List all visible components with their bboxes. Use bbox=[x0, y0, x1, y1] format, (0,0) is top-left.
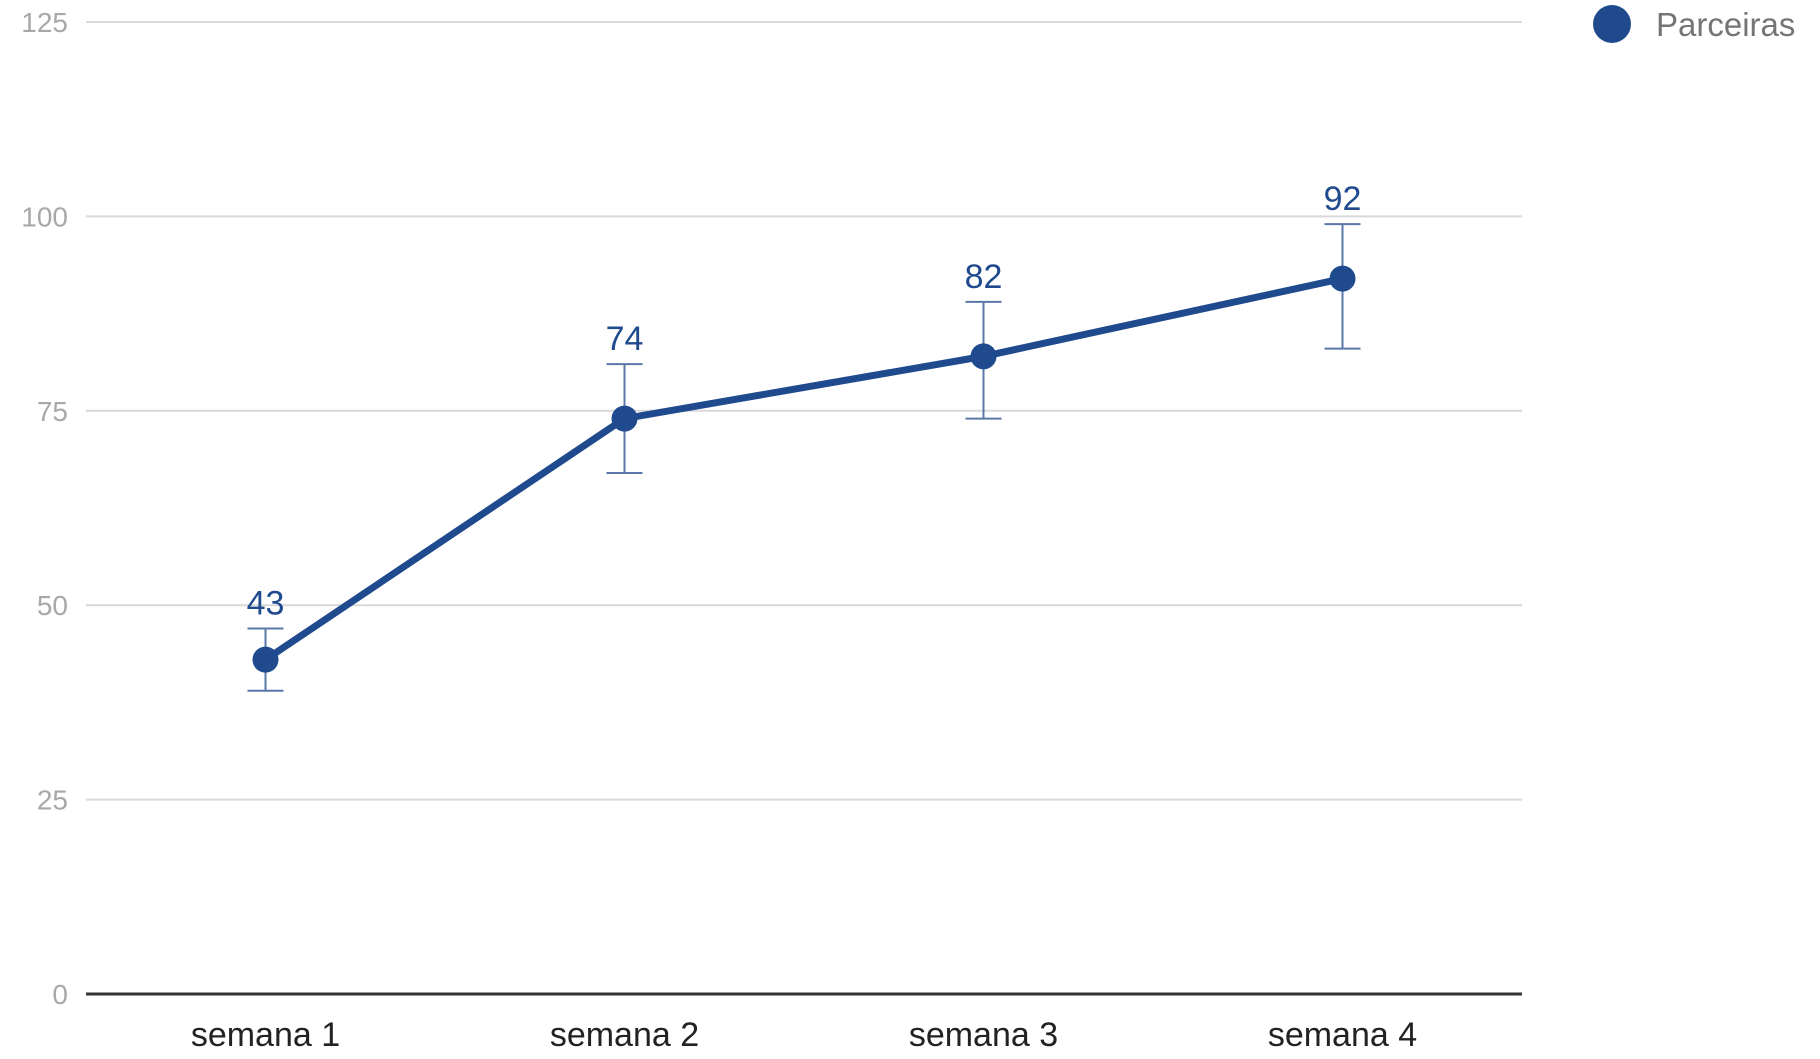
y-tick-label: 125 bbox=[21, 7, 68, 38]
legend: Parceiras bbox=[1593, 5, 1795, 43]
data-point bbox=[252, 646, 279, 673]
data-point bbox=[970, 343, 997, 370]
x-tick-label: semana 3 bbox=[909, 1016, 1058, 1054]
gridlines bbox=[86, 21, 1522, 801]
x-tick-label: semana 2 bbox=[550, 1016, 699, 1054]
y-tick-label: 100 bbox=[21, 201, 68, 232]
y-tick-label: 0 bbox=[52, 979, 68, 1010]
data-labels: 43 74 82 92 bbox=[247, 180, 1362, 622]
y-tick-label: 25 bbox=[37, 785, 68, 816]
x-tick-label: semana 1 bbox=[191, 1016, 340, 1054]
series-parceiras bbox=[247, 223, 1361, 692]
data-point bbox=[611, 405, 638, 432]
legend-marker-icon bbox=[1593, 5, 1631, 43]
data-label: 74 bbox=[606, 320, 644, 358]
legend-label: Parceiras bbox=[1656, 6, 1795, 43]
data-label: 92 bbox=[1324, 180, 1362, 218]
series-line bbox=[262, 275, 1346, 664]
data-point bbox=[1329, 265, 1356, 292]
data-label: 43 bbox=[247, 585, 285, 623]
y-tick-label: 50 bbox=[37, 590, 68, 621]
data-label: 82 bbox=[965, 258, 1003, 296]
x-tick-label: semana 4 bbox=[1268, 1016, 1417, 1054]
y-tick-label: 75 bbox=[37, 396, 68, 427]
axes: 0 25 50 75 100 125 semana 1 semana 2 semana 3 sem… bbox=[21, 7, 1522, 1054]
